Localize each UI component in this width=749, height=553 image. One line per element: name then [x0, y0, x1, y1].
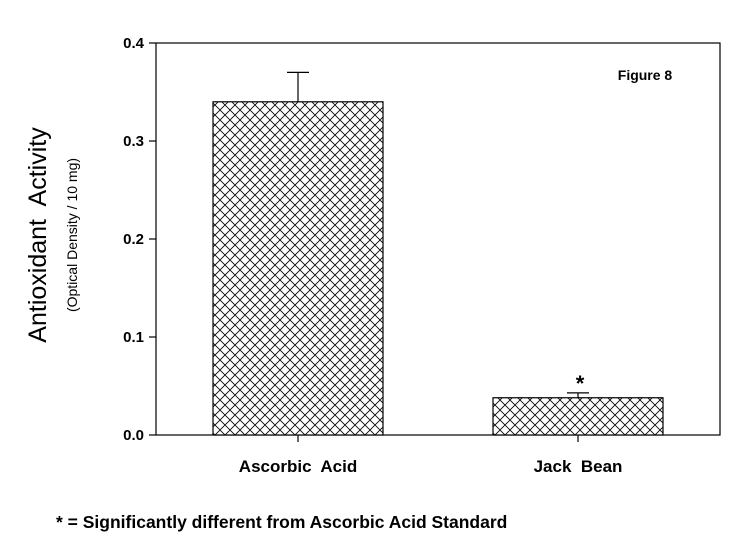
figure-annotation: Figure 8	[618, 67, 673, 83]
bar	[212, 101, 384, 436]
labels: Ascorbic Acid Jack Bean * Figure 8 Antioxida…	[24, 67, 672, 476]
y-ticks: 0.0 0.1 0.2 0.3 0.4	[123, 35, 156, 444]
y-tick-label: 0.1	[123, 329, 144, 346]
y-tick-label: 0.2	[123, 231, 144, 248]
category-label: Jack Bean	[534, 457, 623, 476]
significance-mark: *	[576, 371, 585, 396]
y-tick-label: 0.0	[123, 427, 144, 444]
y-tick-label: 0.3	[123, 133, 144, 150]
bar	[492, 397, 664, 436]
y-axis-sublabel: (Optical Density / 10 mg)	[64, 158, 80, 312]
y-axis-label: Antioxidant Activity	[24, 127, 52, 343]
bars	[212, 71, 664, 436]
y-tick-label: 0.4	[123, 35, 145, 52]
category-label: Ascorbic Acid	[239, 457, 357, 476]
footnote: * = Significantly different from Ascorbi…	[56, 512, 508, 532]
